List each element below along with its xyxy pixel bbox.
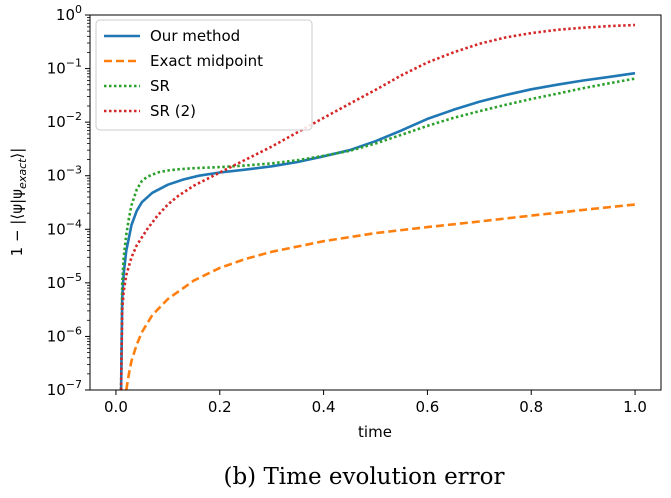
x-tick-label: 0.4 bbox=[312, 398, 336, 416]
y-tick-label: 10−2 bbox=[47, 110, 82, 131]
y-tick-label: 10−3 bbox=[47, 164, 82, 185]
legend-box bbox=[95, 19, 313, 131]
series-line-2 bbox=[119, 77, 636, 390]
x-axis-ticks: 0.0 0.2 0.4 0.6 0.8 1.0 bbox=[104, 390, 647, 416]
series-line-3 bbox=[119, 23, 636, 390]
x-tick-label: 1.0 bbox=[623, 398, 647, 416]
series-layer bbox=[119, 23, 636, 390]
legend: Our method Exact midpoint SR SR (2) bbox=[95, 19, 313, 131]
legend-label: Exact midpoint bbox=[150, 52, 263, 70]
legend-label: Our method bbox=[150, 27, 240, 45]
legend-label: SR bbox=[150, 77, 170, 95]
series-line-1 bbox=[125, 203, 636, 390]
y-axis-label: 1 − |⟨ψ|ψexact⟩| bbox=[8, 148, 29, 257]
series-line-0 bbox=[119, 71, 636, 390]
x-axis-label: time bbox=[358, 423, 392, 441]
x-tick-label: 0.8 bbox=[519, 398, 543, 416]
y-tick-label: 10−1 bbox=[47, 57, 82, 78]
x-tick-label: 0.6 bbox=[415, 398, 439, 416]
x-tick-label: 0.2 bbox=[208, 398, 232, 416]
plot-frame bbox=[89, 14, 662, 391]
y-tick-label: 10−6 bbox=[47, 324, 82, 345]
legend-label: SR (2) bbox=[150, 102, 196, 120]
x-tick-label: 0.0 bbox=[104, 398, 128, 416]
y-tick-label: 10−5 bbox=[47, 271, 82, 292]
y-tick-label: 10−4 bbox=[47, 217, 82, 238]
y-tick-label: 100 bbox=[56, 3, 82, 24]
figure-caption: (b) Time evolution error bbox=[223, 464, 504, 490]
y-tick-label: 10−7 bbox=[47, 378, 82, 399]
y-axis-ticks: 10−7 10−6 10−5 10−4 10−3 10−2 10−1 100 bbox=[47, 3, 90, 399]
